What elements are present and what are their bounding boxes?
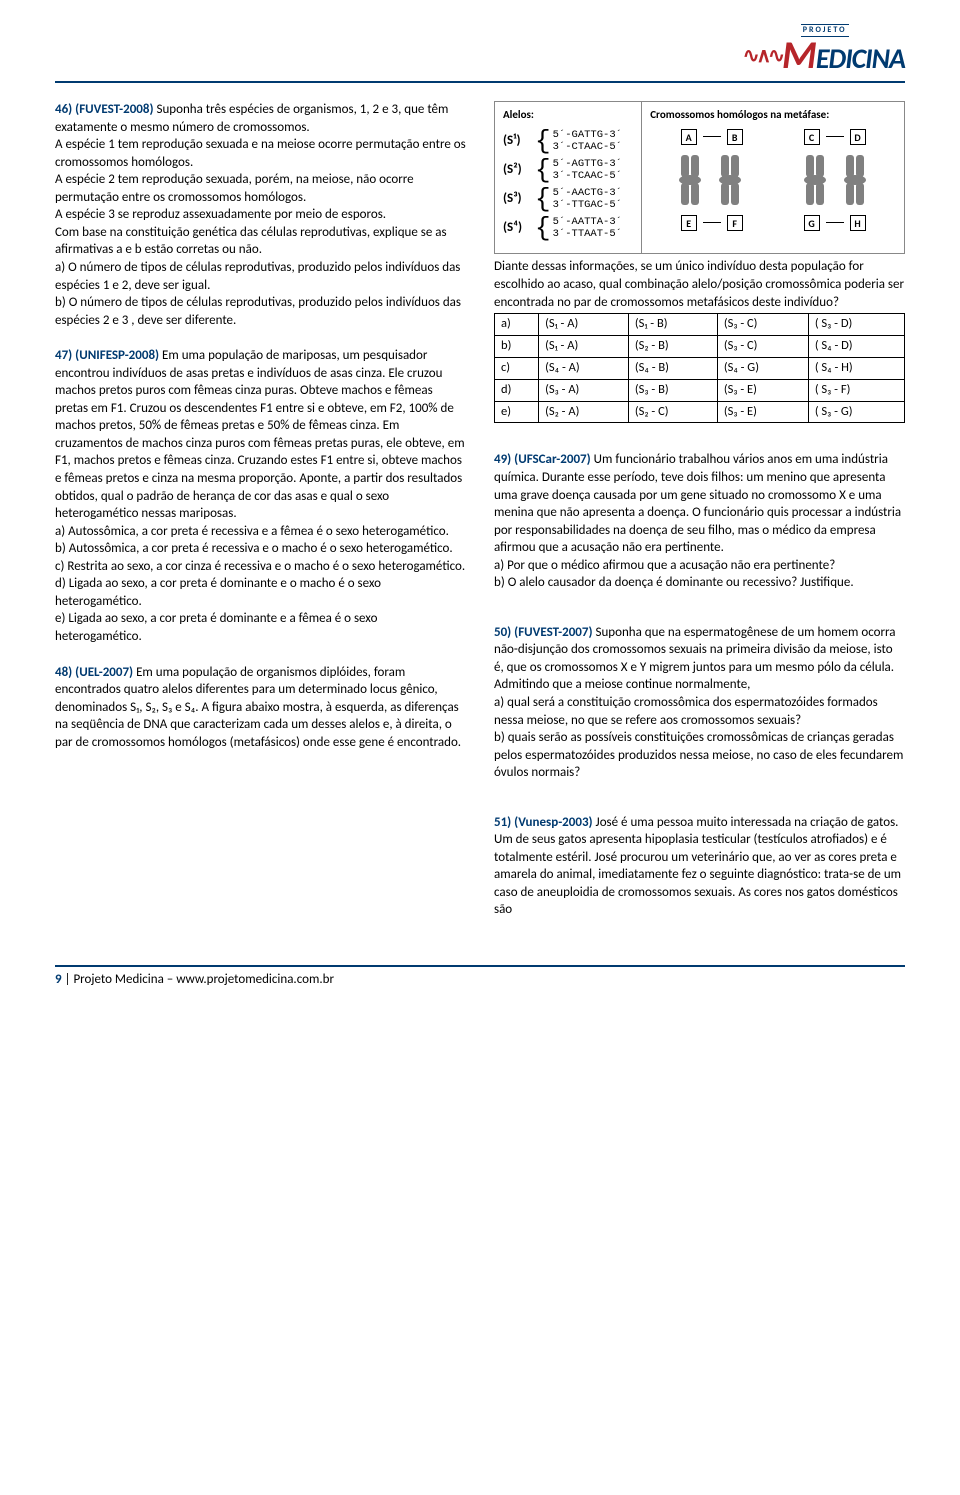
table-cell: ( S₃ - D) bbox=[808, 314, 904, 336]
fig-left-title: Alelos: bbox=[503, 108, 633, 123]
table-cell: (S₁ - B) bbox=[628, 314, 717, 336]
table-cell: (S₄ - A) bbox=[539, 357, 629, 379]
table-row: d)(S₃ - A)(S₃ - B)(S₃ - E)( S₃ - F) bbox=[495, 379, 905, 401]
column-right: Alelos: (S¹){ 5´-GATTG-3´3´-CTAAC-5´ (S²… bbox=[494, 101, 905, 937]
table-cell: ( S₃ - F) bbox=[808, 379, 904, 401]
table-cell: c) bbox=[495, 357, 539, 379]
q46-p5: Com base na constituição genética das cé… bbox=[55, 224, 466, 259]
table-cell: (S₃ - A) bbox=[539, 379, 629, 401]
table-cell: ( S₄ - D) bbox=[808, 335, 904, 357]
table-row: a)(S₁ - A)(S₁ - B)(S₃ - C)( S₃ - D) bbox=[495, 314, 905, 336]
figure-alleles: Alelos: (S¹){ 5´-GATTG-3´3´-CTAAC-5´ (S²… bbox=[495, 102, 642, 253]
allele-list: (S¹){ 5´-GATTG-3´3´-CTAAC-5´ (S²){ 5´-AG… bbox=[503, 129, 633, 241]
table-cell: (S₃ - B) bbox=[628, 379, 717, 401]
figure-chromosomes: Cromossomos homólogos na metáfase: AB CD bbox=[642, 102, 904, 253]
q46-num: 46) (FUVEST-2008) bbox=[55, 102, 154, 117]
q46-p3: A espécie 2 tem reprodução sexuada, poré… bbox=[55, 171, 466, 206]
question-46: 46) (FUVEST-2008) Suponha três espécies … bbox=[55, 101, 466, 329]
column-left: 46) (FUVEST-2008) Suponha três espécies … bbox=[55, 101, 466, 937]
chromosome-icon bbox=[661, 153, 761, 209]
question-51: 51) (Vunesp-2003) José é uma pessoa muit… bbox=[494, 814, 905, 919]
footer: 9 | Projeto Medicina – www.projetomedici… bbox=[55, 965, 905, 989]
table-cell: d) bbox=[495, 379, 539, 401]
q50-a: a) qual será a constituição cromossômica… bbox=[494, 694, 905, 729]
q48-answer-table: a)(S₁ - A)(S₁ - B)(S₃ - C)( S₃ - D)b)(S₁… bbox=[494, 313, 905, 423]
table-cell: (S₃ - C) bbox=[717, 335, 808, 357]
table-cell: e) bbox=[495, 401, 539, 423]
allele-row: (S⁴){ 5´-AATTA-3´3´-TTAAT-5´ bbox=[503, 216, 633, 240]
table-cell: (S₁ - A) bbox=[539, 314, 629, 336]
q50-num: 50) (FUVEST-2007) bbox=[494, 625, 593, 640]
question-48: 48) (UEL-2007) Em uma população de organ… bbox=[55, 664, 466, 752]
q51-body: José é uma pessoa muito interessada na c… bbox=[494, 815, 901, 918]
chromosome-icon bbox=[786, 153, 886, 209]
table-row: b)(S₁ - A)(S₂ - B)(S₃ - C)( S₄ - D) bbox=[495, 335, 905, 357]
logo: PROJETO ∿∧∿MEDICINA bbox=[55, 20, 905, 73]
q46-p2: A espécie 1 tem reprodução sexuada e na … bbox=[55, 136, 466, 171]
allele-row: (S³){ 5´-AACTG-3´3´-TTGAC-5´ bbox=[503, 187, 633, 211]
table-cell: (S₂ - B) bbox=[628, 335, 717, 357]
q49-body: Um funcionário trabalhou vários anos em … bbox=[494, 452, 901, 555]
q48-num: 48) (UEL-2007) bbox=[55, 665, 133, 680]
table-cell: (S₂ - C) bbox=[628, 401, 717, 423]
q46-p4: A espécie 3 se reproduz assexuadamente p… bbox=[55, 206, 466, 224]
q47-d: d) Ligada ao sexo, a cor preta é dominan… bbox=[55, 575, 466, 610]
q46-a: a) O número de tipos de células reprodut… bbox=[55, 259, 466, 294]
q47-b: b) Autossômica, a cor preta é recessiva … bbox=[55, 540, 466, 558]
table-cell: (S₄ - G) bbox=[717, 357, 808, 379]
chrom-labels-bottom: EF GH bbox=[650, 215, 896, 231]
q47-a: a) Autossômica, a cor preta é recessiva … bbox=[55, 523, 466, 541]
q49-a: a) Por que o médico afirmou que a acusaç… bbox=[494, 557, 905, 575]
header-divider bbox=[55, 81, 905, 83]
footer-page: 9 bbox=[55, 972, 62, 987]
footer-label: Projeto Medicina – bbox=[73, 972, 176, 987]
table-cell: ( S₄ - H) bbox=[808, 357, 904, 379]
q49-b: b) O alelo causador da doença é dominant… bbox=[494, 574, 905, 592]
q46-b: b) O número de tipos de células reprodut… bbox=[55, 294, 466, 329]
question-50: 50) (FUVEST-2007) Suponha que na esperma… bbox=[494, 624, 905, 782]
table-row: e)(S₂ - A)(S₂ - C)(S₃ - E)( S₃ - G) bbox=[495, 401, 905, 423]
q50-b: b) quais serão as possíveis constituiçõe… bbox=[494, 729, 905, 782]
table-cell: (S₃ - E) bbox=[717, 401, 808, 423]
q47-e: e) Ligada ao sexo, a cor preta é dominan… bbox=[55, 610, 466, 645]
table-cell: (S₂ - A) bbox=[539, 401, 629, 423]
logo-main: ∿∧∿MEDICINA bbox=[743, 38, 905, 72]
question-49: 49) (UFSCar-2007) Um funcionário trabalh… bbox=[494, 451, 905, 591]
q47-num: 47) (UNIFESP-2008) bbox=[55, 348, 159, 363]
table-cell: a) bbox=[495, 314, 539, 336]
allele-row: (S¹){ 5´-GATTG-3´3´-CTAAC-5´ bbox=[503, 129, 633, 153]
question-47: 47) (UNIFESP-2008) Em uma população de m… bbox=[55, 347, 466, 645]
table-cell: b) bbox=[495, 335, 539, 357]
footer-sep: | bbox=[62, 972, 74, 987]
q47-c: c) Restrita ao sexo, a cor cinza é reces… bbox=[55, 558, 466, 576]
fig-right-title: Cromossomos homólogos na metáfase: bbox=[650, 108, 896, 123]
table-cell: (S₃ - C) bbox=[717, 314, 808, 336]
footer-url: www.projetomedicina.com.br bbox=[176, 972, 334, 987]
q48-after: Diante dessas informações, se um único i… bbox=[494, 258, 905, 311]
table-cell: ( S₃ - G) bbox=[808, 401, 904, 423]
table-cell: (S₃ - E) bbox=[717, 379, 808, 401]
q47-body: Em uma população de mariposas, um pesqui… bbox=[55, 348, 465, 521]
chrom-shapes bbox=[650, 153, 896, 209]
table-row: c)(S₄ - A)(S₄ - B)(S₄ - G)( S₄ - H) bbox=[495, 357, 905, 379]
allele-row: (S²){ 5´-AGTTG-3´3´-TCAAC-5´ bbox=[503, 158, 633, 182]
q49-num: 49) (UFSCar-2007) bbox=[494, 452, 591, 467]
chrom-labels-top: AB CD bbox=[650, 129, 896, 145]
table-cell: (S₁ - A) bbox=[539, 335, 629, 357]
table-cell: (S₄ - B) bbox=[628, 357, 717, 379]
q51-num: 51) (Vunesp-2003) bbox=[494, 815, 593, 830]
q48-figure: Alelos: (S¹){ 5´-GATTG-3´3´-CTAAC-5´ (S²… bbox=[494, 101, 905, 254]
